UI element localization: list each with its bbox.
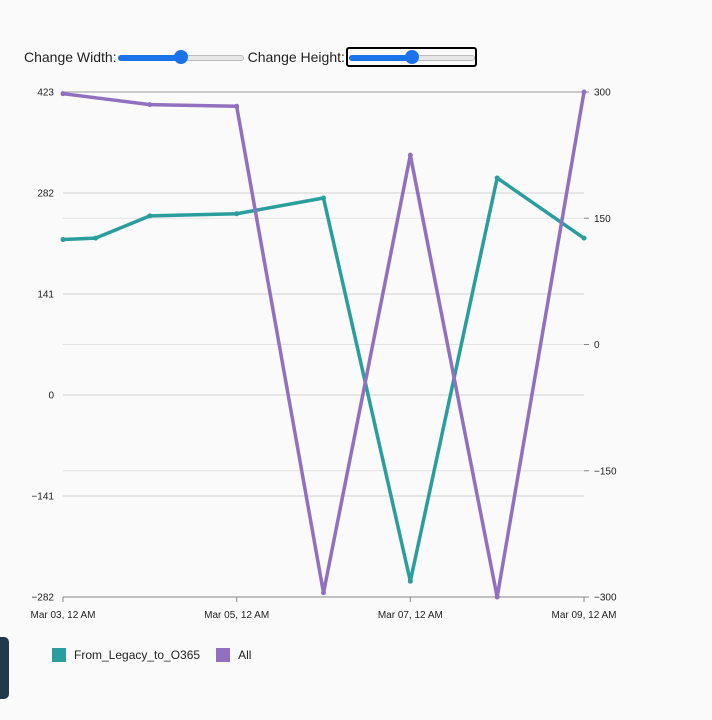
data-point-0 — [93, 235, 99, 241]
line-chart: 423 282 141 0 −141 −282 300 150 0 −150 −300 Mar 03,… — [30, 88, 617, 622]
data-point-0 — [581, 235, 587, 241]
change-height-slider[interactable] — [348, 49, 475, 65]
x-tick-label: Mar 03, 12 AM — [30, 610, 95, 621]
legend-label: From_Legacy_to_O365 — [74, 648, 201, 662]
change-height-label: Change Height: — [247, 49, 345, 65]
slider-thumb[interactable] — [404, 50, 419, 64]
chart-legend: From_Legacy_to_O365 All — [52, 648, 267, 662]
data-point-1 — [147, 102, 153, 108]
series-line-0 — [62, 176, 585, 583]
x-tick-label: Mar 07, 12 AM — [378, 610, 443, 621]
data-point-1 — [234, 103, 240, 109]
y-left-tick-label: −141 — [31, 492, 54, 503]
data-point-0 — [494, 175, 500, 181]
side-panel-tab[interactable] — [0, 637, 9, 699]
legend-swatch — [52, 648, 66, 662]
y-right-tick-label: −150 — [594, 466, 617, 477]
data-point-1 — [581, 89, 587, 95]
y-right-tick-label: 0 — [594, 340, 600, 351]
chart-controls: Change Width: Change Height: — [24, 47, 477, 67]
data-point-0 — [407, 578, 413, 584]
y-left-tick-label: 423 — [37, 88, 54, 99]
change-width-label: Change Width: — [24, 49, 117, 65]
y-left-tick-label: 141 — [37, 290, 54, 301]
y-right-tick-label: 150 — [594, 214, 611, 225]
x-tick-label: Mar 05, 12 AM — [204, 610, 269, 621]
legend-item-all[interactable]: All — [216, 648, 251, 662]
data-point-0 — [234, 211, 240, 217]
data-point-0 — [60, 237, 66, 243]
data-point-1 — [60, 91, 66, 97]
data-point-0 — [147, 213, 153, 219]
y-left-tick-label: 282 — [37, 189, 54, 200]
change-width-slider[interactable] — [117, 49, 244, 65]
data-point-0 — [321, 195, 326, 201]
slider-thumb[interactable] — [173, 50, 188, 64]
y-left-tick-label: −282 — [31, 593, 54, 604]
slider-fill — [117, 55, 181, 61]
legend-swatch — [216, 648, 231, 662]
legend-item-from-legacy[interactable]: From_Legacy_to_O365 — [52, 648, 200, 662]
x-tick-label: Mar 09, 12 AM — [551, 610, 616, 621]
slider-fill — [348, 55, 412, 61]
data-point-1 — [321, 590, 326, 596]
legend-label: All — [238, 648, 252, 662]
y-right-tick-label: −300 — [594, 593, 617, 604]
y-left-tick-label: 0 — [48, 391, 54, 402]
change-height-focus-ring — [345, 47, 477, 67]
data-point-1 — [407, 152, 413, 158]
y-right-tick-label: 300 — [594, 88, 611, 99]
data-point-1 — [494, 594, 500, 600]
